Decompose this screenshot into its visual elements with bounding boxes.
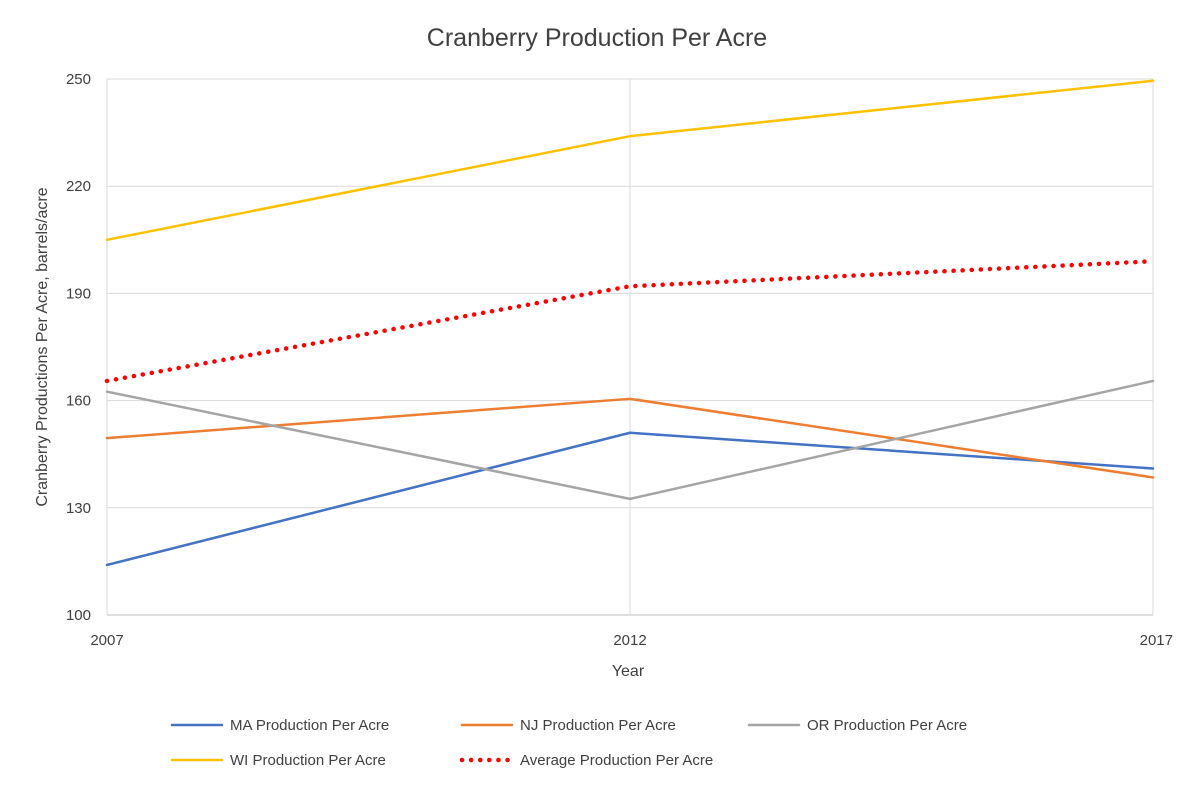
x-axis-title: Year (612, 663, 645, 680)
tick-labels: 100 130 160 190 220 250 2007 2012 2017 (66, 71, 1173, 649)
legend-label-4: Average Production Per Acre (520, 752, 713, 769)
y-tick-label: 130 (66, 500, 91, 517)
legend: MA Production Per Acre NJ Production Per … (170, 717, 967, 769)
legend-label-1: NJ Production Per Acre (520, 717, 676, 734)
series-line-3 (105, 79, 1155, 242)
x-tick-label: 2007 (90, 632, 123, 649)
y-tick-label: 220 (66, 178, 91, 195)
legend-label-3: WI Production Per Acre (230, 752, 386, 769)
x-tick-label: 2017 (1140, 632, 1173, 649)
y-tick-label: 190 (66, 285, 91, 302)
legend-label-2: OR Production Per Acre (807, 717, 967, 734)
series-lines (104, 79, 1156, 567)
y-tick-label: 160 (66, 393, 91, 410)
y-tick-label: 250 (66, 71, 91, 88)
y-tick-label: 100 (66, 607, 91, 624)
gridlines (106, 78, 1154, 616)
y-axis-title: Cranberry Productions Per Acre, barrels/… (34, 187, 51, 506)
x-tick-label: 2012 (613, 632, 646, 649)
legend-label-0: MA Production Per Acre (230, 717, 389, 734)
series-line-1 (105, 397, 1155, 479)
series-line-4 (104, 258, 1156, 384)
chart-title: Cranberry Production Per Acre (427, 24, 767, 52)
series-line-2 (105, 379, 1155, 501)
series-line-0 (105, 431, 1155, 567)
